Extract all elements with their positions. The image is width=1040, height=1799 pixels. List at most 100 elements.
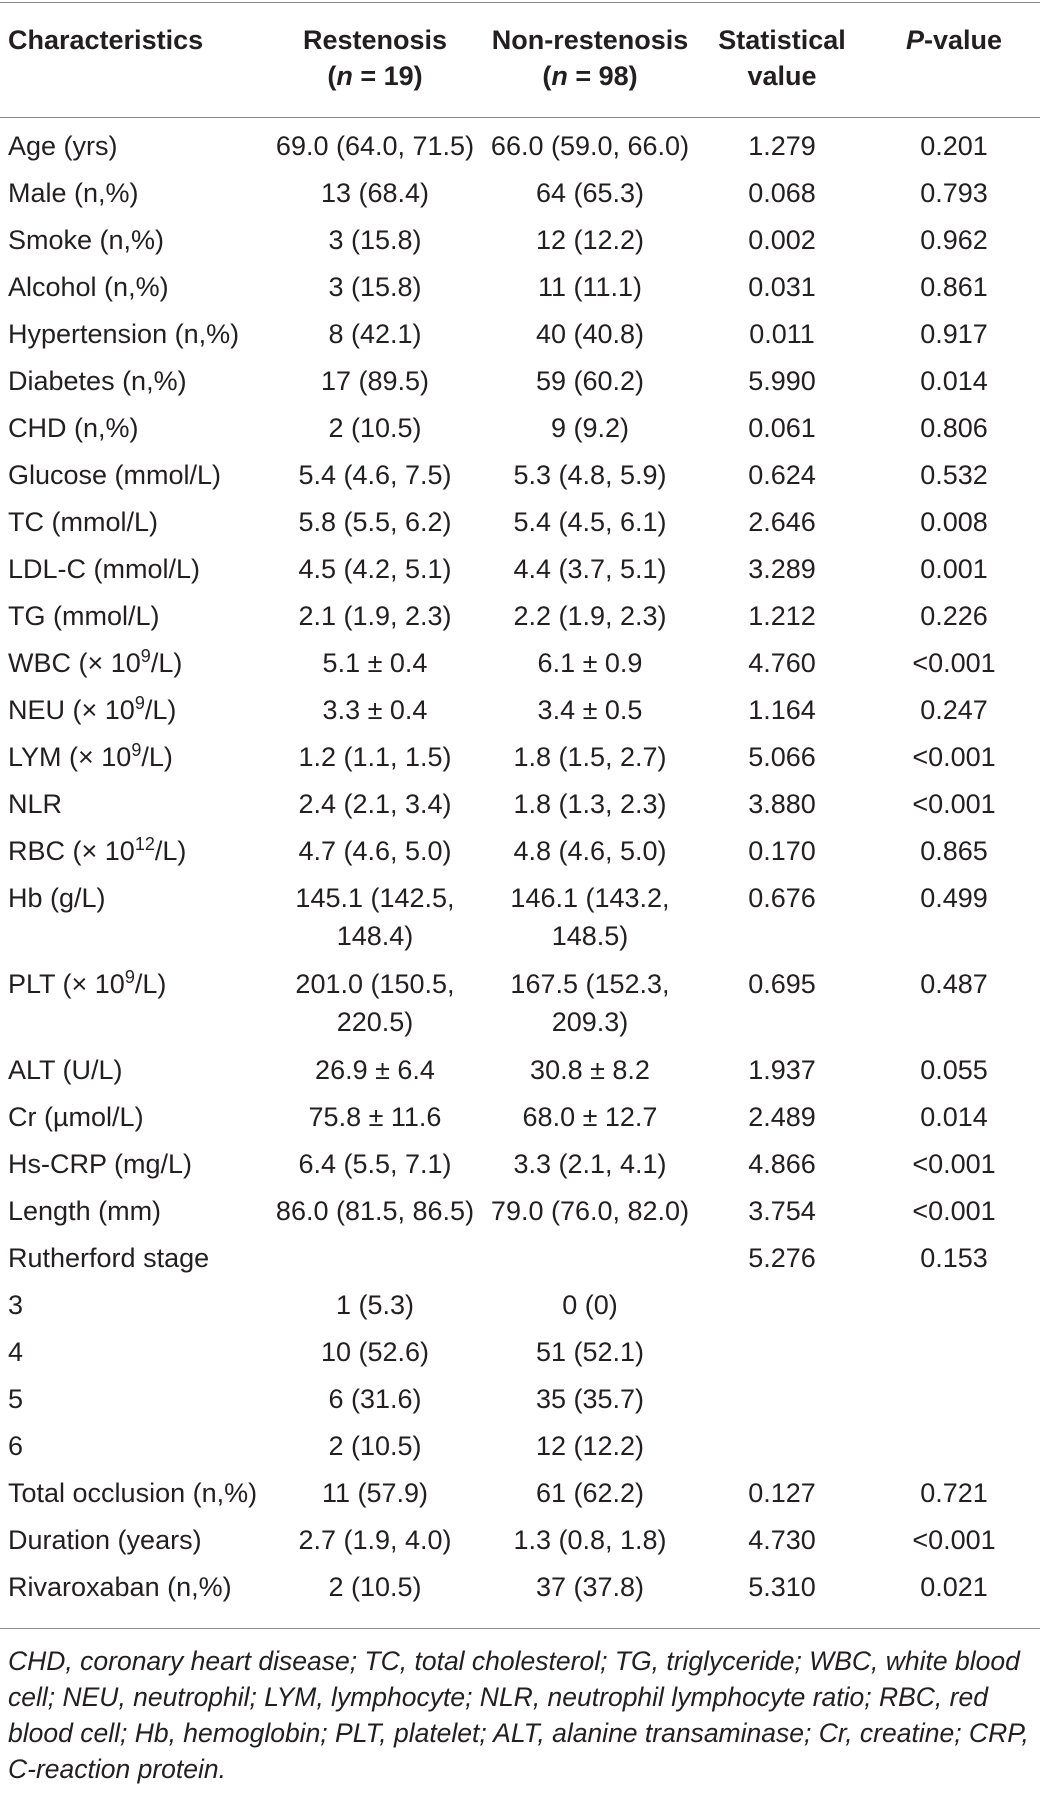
non-restenosis-value: 4.8 (4.6, 5.0) — [513, 836, 667, 866]
header-restenosis: Restenosis (n = 19) — [266, 22, 484, 94]
table-row: Hb (g/L) 145.1 (142.5, 148.4) 146.1 (143.2,… — [0, 880, 1040, 966]
restenosis-value: 5.4 (4.6, 7.5) — [298, 460, 452, 490]
statistical-value: 5.276 — [748, 1243, 816, 1273]
p-value — [868, 1381, 1040, 1428]
row-label: RBC (× 1012/L) — [8, 834, 187, 866]
table-row: Hypertension (n,%) 8 (42.1) 40 (40.8) 0.011… — [0, 316, 1040, 363]
header-non-restenosis-line2: (n = 98) — [542, 61, 638, 91]
top-rule — [0, 2, 1040, 3]
p-value: 0.806 — [920, 413, 988, 443]
restenosis-value: 13 (68.4) — [320, 178, 430, 208]
table-row: PLT (× 109/L) 201.0 (150.5, 220.5) 167.5 (1… — [0, 966, 1040, 1052]
table-row: WBC (× 109/L) 5.1 ± 0.4 6.1 ± 0.9 4.760 <0.0… — [0, 645, 1040, 692]
p-value — [868, 1287, 1040, 1334]
non-restenosis-value: 79.0 (76.0, 82.0) — [490, 1196, 690, 1226]
table-footnote: CHD, coronary heart disease; TC, total c… — [8, 1646, 1029, 1784]
row-label: Male (n,%) — [8, 178, 139, 208]
header-non-restenosis: Non-restenosis (n = 98) — [484, 22, 696, 94]
statistical-value: 0.695 — [748, 969, 816, 999]
table-row: 6 2 (10.5) 12 (12.2) — [0, 1428, 1040, 1475]
header-non-restenosis-line1: Non-restenosis — [491, 25, 689, 55]
statistical-value: 1.212 — [748, 601, 816, 631]
statistical-value: 1.937 — [748, 1055, 816, 1085]
non-restenosis-value: 66.0 (59.0, 66.0) — [490, 131, 690, 161]
p-value: 0.487 — [920, 969, 988, 999]
p-value: <0.001 — [912, 742, 996, 772]
non-restenosis-value: 37 (37.8) — [535, 1572, 645, 1602]
non-restenosis-value: 61 (62.2) — [535, 1478, 645, 1508]
non-restenosis-value: 51 (52.1) — [535, 1337, 645, 1367]
statistical-value: 3.880 — [748, 789, 816, 819]
statistical-value: 5.310 — [748, 1572, 816, 1602]
p-value — [868, 1334, 1040, 1381]
header-statistical-value: Statistical value — [696, 22, 868, 94]
statistical-value: 0.068 — [748, 178, 816, 208]
p-value — [868, 1428, 1040, 1475]
table-row: Smoke (n,%) 3 (15.8) 12 (12.2) 0.002 0.962 — [0, 222, 1040, 269]
header-restenosis-line2: (n = 19) — [327, 61, 423, 91]
non-restenosis-value: 3.4 ± 0.5 — [537, 695, 643, 725]
p-value: 0.001 — [920, 554, 988, 584]
restenosis-value: 10 (52.6) — [320, 1337, 430, 1367]
non-restenosis-value: 30.8 ± 8.2 — [530, 1055, 650, 1085]
p-value: 0.721 — [920, 1478, 988, 1508]
row-label: 3 — [8, 1290, 24, 1320]
data-table: Age (yrs) 69.0 (64.0, 71.5) 66.0 (59.0, 66… — [0, 128, 1040, 1616]
non-restenosis-value: 5.3 (4.8, 5.9) — [513, 460, 667, 490]
non-restenosis-value: 2.2 (1.9, 2.3) — [513, 601, 667, 631]
p-value: 0.861 — [920, 272, 988, 302]
table-row: Hs-CRP (mg/L) 6.4 (5.5, 7.1) 3.3 (2.1, 4.1… — [0, 1146, 1040, 1193]
row-label: Age (yrs) — [8, 131, 118, 161]
table-row: 4 10 (52.6) 51 (52.1) — [0, 1334, 1040, 1381]
header-stat-line1: Statistical — [718, 25, 846, 55]
row-label: WBC (× 109/L) — [8, 646, 183, 678]
p-value: 0.021 — [920, 1572, 988, 1602]
row-label: Hb (g/L) — [8, 883, 106, 913]
restenosis-value: 69.0 (64.0, 71.5) — [275, 131, 475, 161]
row-label: Cr (µmol/L) — [8, 1102, 144, 1132]
statistical-value: 4.866 — [748, 1149, 816, 1179]
restenosis-value: 3 (15.8) — [328, 272, 422, 302]
table-row: LYM (× 109/L) 1.2 (1.1, 1.5) 1.8 (1.5, 2.7… — [0, 739, 1040, 786]
statistical-value: 5.066 — [748, 742, 816, 772]
row-label: Glucose (mmol/L) — [8, 460, 222, 490]
p-value: 0.226 — [920, 601, 988, 631]
row-label: Duration (years) — [8, 1525, 202, 1555]
statistical-value: 4.760 — [748, 648, 816, 678]
non-restenosis-value: 59 (60.2) — [535, 366, 645, 396]
non-restenosis-value: 12 (12.2) — [535, 225, 645, 255]
row-label: 6 — [8, 1431, 24, 1461]
row-label: Rutherford stage — [8, 1243, 210, 1273]
row-label: NLR — [8, 789, 63, 819]
table-row: Rutherford stage 5.276 0.153 — [0, 1240, 1040, 1287]
header-stat-line2: value — [747, 61, 817, 91]
header-p-value: P-value — [905, 25, 1003, 55]
table-row: ALT (U/L) 26.9 ± 6.4 30.8 ± 8.2 1.937 0.055 — [0, 1052, 1040, 1099]
header-rule — [0, 117, 1040, 118]
restenosis-value: 4.5 (4.2, 5.1) — [298, 554, 452, 584]
non-restenosis-value: 6.1 ± 0.9 — [537, 648, 643, 678]
row-label: Length (mm) — [8, 1196, 162, 1226]
p-value: <0.001 — [912, 648, 996, 678]
restenosis-value: 6.4 (5.5, 7.1) — [298, 1149, 452, 1179]
row-label: ALT (U/L) — [8, 1055, 123, 1085]
statistical-value: 0.624 — [748, 460, 816, 490]
table-row: Rivaroxaban (n,%) 2 (10.5) 37 (37.8) 5.310 0… — [0, 1569, 1040, 1616]
non-restenosis-value: 146.1 (143.2, 148.5) — [510, 883, 670, 951]
p-value: 0.532 — [920, 460, 988, 490]
non-restenosis-value: 1.3 (0.8, 1.8) — [513, 1525, 667, 1555]
table-row: TG (mmol/L) 2.1 (1.9, 2.3) 2.2 (1.9, 2.3) 1… — [0, 598, 1040, 645]
table-row: Length (mm) 86.0 (81.5, 86.5) 79.0 (76.0, … — [0, 1193, 1040, 1240]
statistical-value: 0.031 — [748, 272, 816, 302]
statistical-value: 5.990 — [748, 366, 816, 396]
restenosis-value: 3 (15.8) — [328, 225, 422, 255]
statistical-value: 3.754 — [748, 1196, 816, 1226]
p-value: 0.153 — [920, 1243, 988, 1273]
row-label: NEU (× 109/L) — [8, 693, 177, 725]
table-row: CHD (n,%) 2 (10.5) 9 (9.2) 0.061 0.806 — [0, 410, 1040, 457]
p-value: <0.001 — [912, 789, 996, 819]
p-value: <0.001 — [912, 1149, 996, 1179]
header-restenosis-line1: Restenosis — [302, 25, 448, 55]
restenosis-value: 3.3 ± 0.4 — [322, 695, 428, 725]
restenosis-value: 4.7 (4.6, 5.0) — [298, 836, 452, 866]
